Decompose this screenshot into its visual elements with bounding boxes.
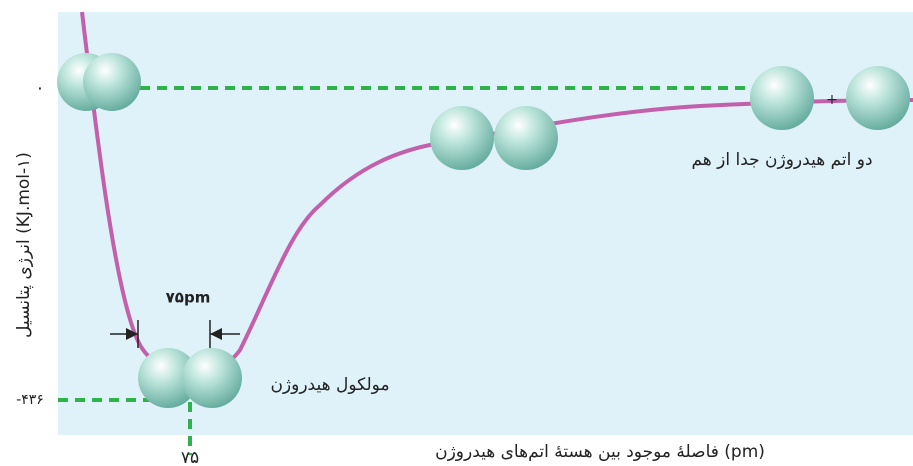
atoms [57,53,910,408]
atom [83,53,141,111]
y-tick-label: -۴۳۶ [16,392,44,408]
atom [494,106,558,170]
separated-label: دو اتم هیدروژن جدا از هم [691,150,872,170]
x-axis-label: فاصلهٔ موجود بین هستهٔ اتم‌های هیدروژن (… [435,442,765,462]
molecule-label: مولکول هیدروژن [270,375,389,395]
atom [182,348,242,408]
energy-curve [80,11,913,376]
bond-length-marker [110,320,240,348]
atom [846,66,910,130]
atom [430,106,494,170]
guide-lines [58,86,752,455]
bond-length-label: ۷۵pm [166,289,211,307]
y-axis-label: انرژی پتانسیل (KJ.mol-۱) [14,152,34,338]
atom [138,348,198,408]
x-tick-label: ۷۵ [181,448,199,466]
plus-sign: + [826,92,838,108]
atom [750,66,814,130]
y-tick-label: ۰ [35,78,44,98]
